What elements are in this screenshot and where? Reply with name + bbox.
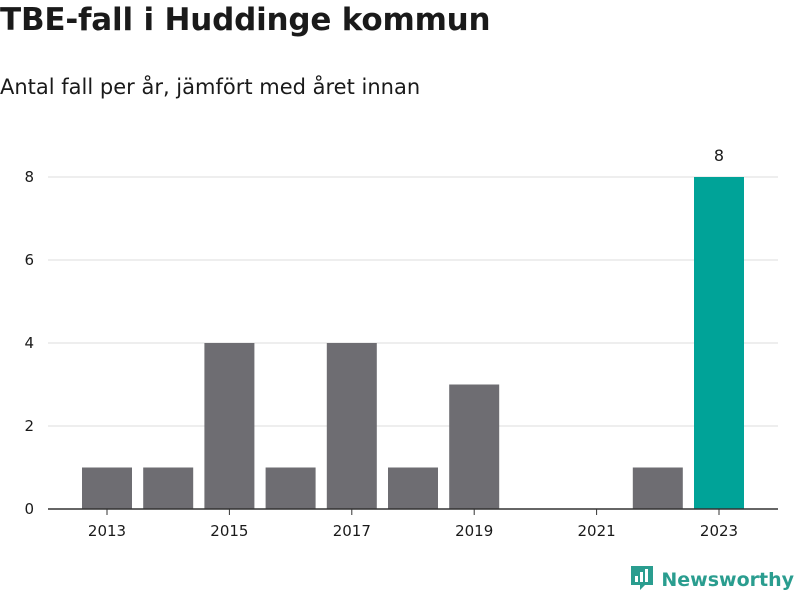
- bar-2015: [204, 343, 255, 509]
- x-tick-label: 2015: [210, 522, 248, 540]
- bar-2018: [388, 467, 438, 509]
- x-tick-label: 2017: [333, 522, 371, 540]
- bar-2013: [82, 467, 132, 509]
- newsworthy-bar-chart-icon: [629, 564, 655, 596]
- x-tick-label: 2019: [455, 522, 493, 540]
- chart-subtitle: Antal fall per år, jämfört med året inna…: [0, 75, 421, 99]
- x-tick-label: 2013: [88, 522, 126, 540]
- x-tick-label: 2023: [700, 522, 738, 540]
- data-label-2023: 8: [714, 146, 724, 165]
- bar-2014: [143, 467, 194, 509]
- brand-name: Newsworthy: [661, 569, 794, 591]
- bar-2017: [326, 343, 377, 509]
- y-tick-label: 8: [24, 168, 34, 186]
- x-tick-label: 2021: [578, 522, 616, 540]
- bar-2023: [694, 177, 744, 509]
- newsworthy-logo: Newsworthy: [629, 564, 794, 596]
- y-tick-label: 4: [24, 334, 34, 352]
- bar-2016: [265, 467, 316, 509]
- bar-2019: [449, 384, 500, 509]
- y-tick-label: 0: [24, 500, 34, 518]
- chart-title: TBE-fall i Huddinge kommun: [0, 2, 491, 38]
- bar-2022: [632, 467, 683, 509]
- y-tick-label: 2: [24, 417, 34, 435]
- y-tick-label: 6: [24, 251, 34, 269]
